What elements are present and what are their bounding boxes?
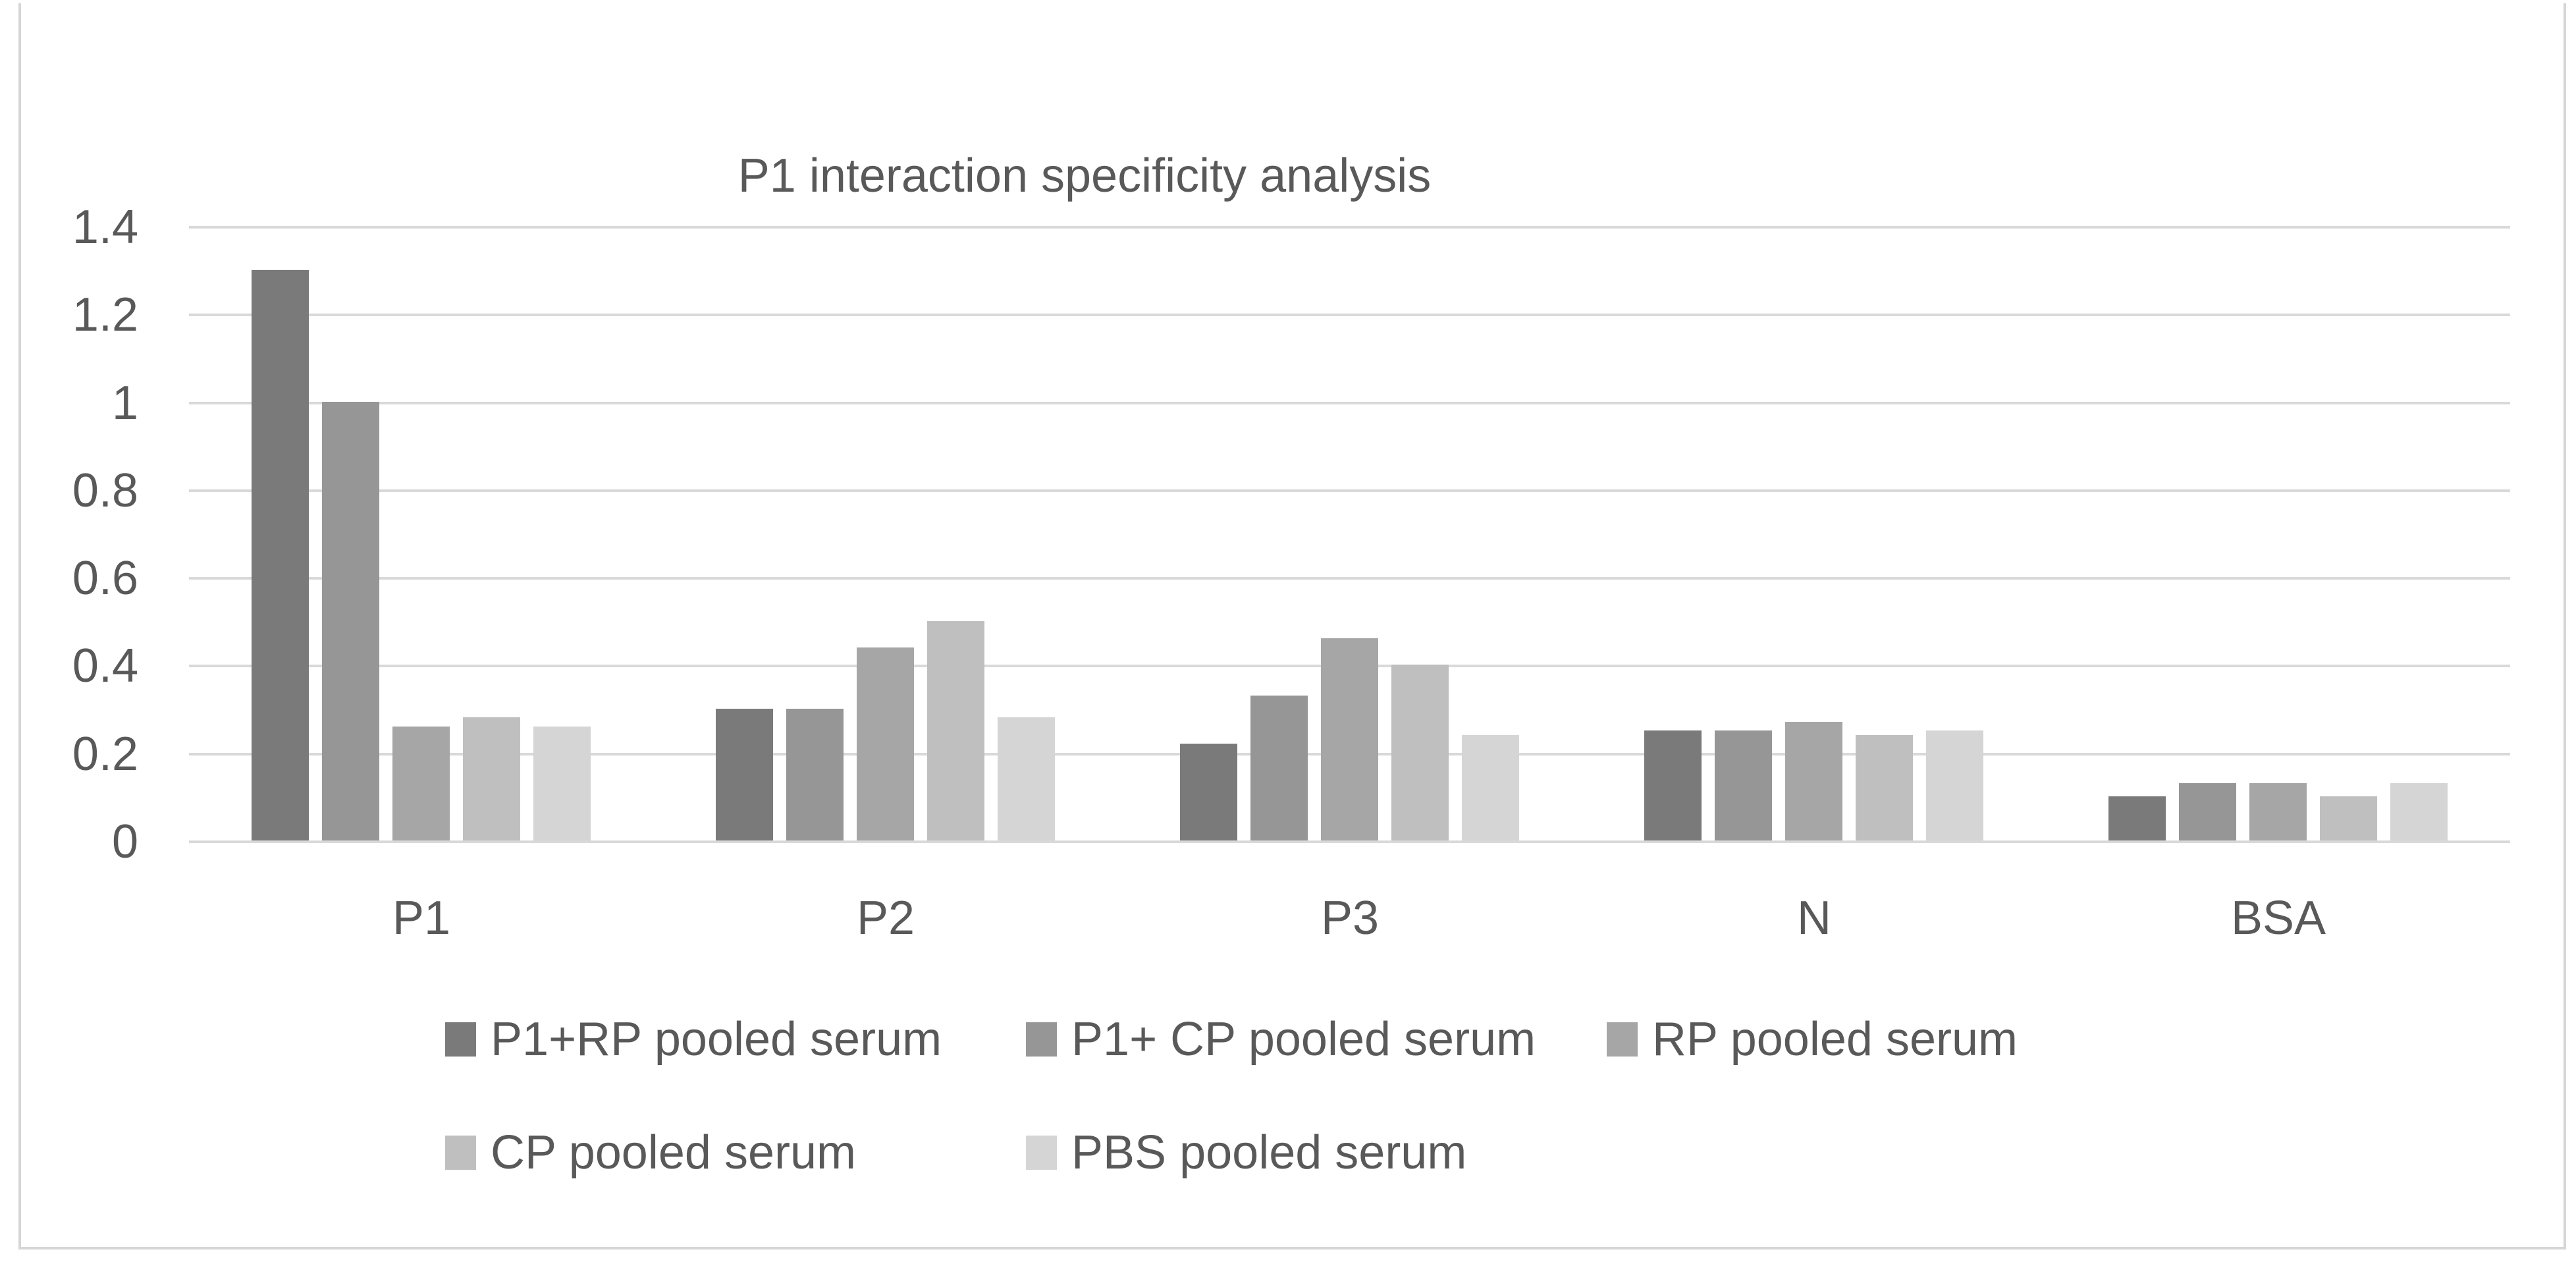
legend-swatch bbox=[445, 1022, 476, 1057]
bar-P2-series2 bbox=[786, 709, 844, 840]
legend-label: CP pooled serum bbox=[491, 1126, 856, 1179]
y-tick-label: 0.8 bbox=[72, 464, 138, 517]
bar-N-series1 bbox=[1644, 730, 1702, 840]
legend-item: RP pooled serum bbox=[1607, 1013, 2018, 1066]
y-tick-label: 0.4 bbox=[72, 640, 138, 692]
bar-N-series3 bbox=[1785, 722, 1842, 840]
legend-label: PBS pooled serum bbox=[1071, 1126, 1467, 1179]
bar-P3-series5 bbox=[1462, 735, 1519, 840]
category-label: N bbox=[1797, 892, 1831, 945]
bar-BSA-series3 bbox=[2249, 783, 2307, 840]
bar-N-series2 bbox=[1715, 730, 1772, 840]
legend-item: P1+RP pooled serum bbox=[445, 1013, 942, 1066]
chart-border-right bbox=[2563, 3, 2566, 1250]
bar-P1-series1 bbox=[252, 270, 309, 840]
chart-border-left bbox=[18, 3, 21, 1250]
bar-P1-series3 bbox=[392, 727, 450, 840]
gridline bbox=[189, 489, 2510, 492]
y-tick-label: 1 bbox=[111, 377, 138, 429]
bar-P2-series5 bbox=[998, 717, 1055, 840]
bar-P1-series2 bbox=[322, 402, 379, 840]
chart-title: P1 interaction specificity analysis bbox=[738, 150, 1432, 202]
legend-item: CP pooled serum bbox=[445, 1126, 856, 1179]
gridline bbox=[189, 577, 2510, 580]
chart-border-bottom bbox=[18, 1247, 2566, 1250]
bar-P2-series4 bbox=[927, 621, 984, 840]
y-tick-label: 1.2 bbox=[72, 289, 138, 341]
legend-swatch bbox=[1026, 1136, 1057, 1170]
legend-swatch bbox=[1607, 1022, 1638, 1057]
gridline bbox=[189, 314, 2510, 316]
legend-label: P1+RP pooled serum bbox=[491, 1013, 942, 1066]
bar-BSA-series4 bbox=[2320, 796, 2377, 840]
bar-P1-series5 bbox=[533, 727, 591, 840]
category-label: BSA bbox=[2230, 892, 2326, 945]
category-label: P1 bbox=[392, 892, 451, 945]
legend-swatch bbox=[1026, 1022, 1057, 1057]
bar-P1-series4 bbox=[463, 717, 520, 840]
y-tick-label: 0.6 bbox=[72, 552, 138, 605]
bar-N-series5 bbox=[1926, 730, 1983, 840]
gridline bbox=[189, 840, 2510, 843]
y-tick-label: 0.2 bbox=[72, 728, 138, 781]
legend-swatch bbox=[445, 1136, 476, 1170]
legend-item: PBS pooled serum bbox=[1026, 1126, 1467, 1179]
legend-label: RP pooled serum bbox=[1652, 1013, 2018, 1066]
gridline bbox=[189, 226, 2510, 229]
bar-P3-series3 bbox=[1321, 638, 1378, 840]
category-label: P2 bbox=[856, 892, 915, 945]
y-tick-label: 1.4 bbox=[72, 201, 138, 254]
y-tick-label: 0 bbox=[111, 815, 138, 868]
bar-P2-series3 bbox=[857, 647, 914, 840]
bar-P3-series2 bbox=[1250, 696, 1308, 840]
bar-N-series4 bbox=[1856, 735, 1913, 840]
legend-item: P1+ CP pooled serum bbox=[1026, 1013, 1536, 1066]
bar-P3-series4 bbox=[1391, 665, 1449, 840]
bar-BSA-series2 bbox=[2179, 783, 2236, 840]
category-label: P3 bbox=[1320, 892, 1380, 945]
legend-label: P1+ CP pooled serum bbox=[1071, 1013, 1536, 1066]
bar-BSA-series1 bbox=[2108, 796, 2166, 840]
bar-P3-series1 bbox=[1180, 744, 1237, 840]
gridline bbox=[189, 402, 2510, 404]
bar-P2-series1 bbox=[716, 709, 773, 840]
bar-BSA-series5 bbox=[2390, 783, 2448, 840]
